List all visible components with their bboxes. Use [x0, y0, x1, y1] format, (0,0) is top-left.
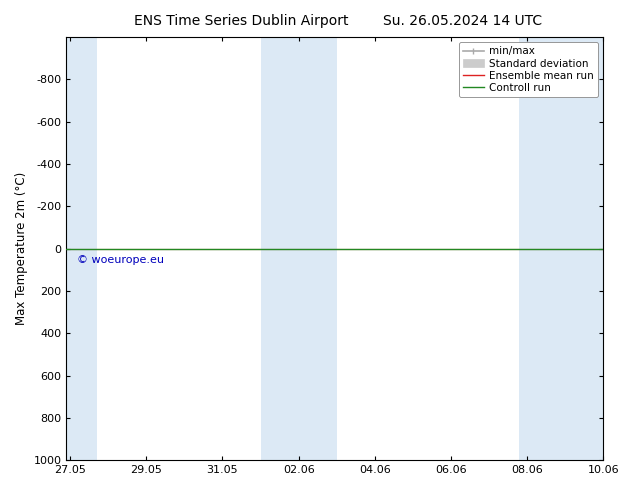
Bar — [261, 37, 337, 460]
Y-axis label: Max Temperature 2m (°C): Max Temperature 2m (°C) — [15, 172, 28, 325]
Text: Su. 26.05.2024 14 UTC: Su. 26.05.2024 14 UTC — [384, 14, 542, 28]
Text: © woeurope.eu: © woeurope.eu — [77, 255, 164, 265]
Bar — [67, 37, 97, 460]
Text: ENS Time Series Dublin Airport: ENS Time Series Dublin Airport — [134, 14, 348, 28]
Bar — [519, 37, 607, 460]
Legend: min/max, Standard deviation, Ensemble mean run, Controll run: min/max, Standard deviation, Ensemble me… — [459, 42, 598, 97]
